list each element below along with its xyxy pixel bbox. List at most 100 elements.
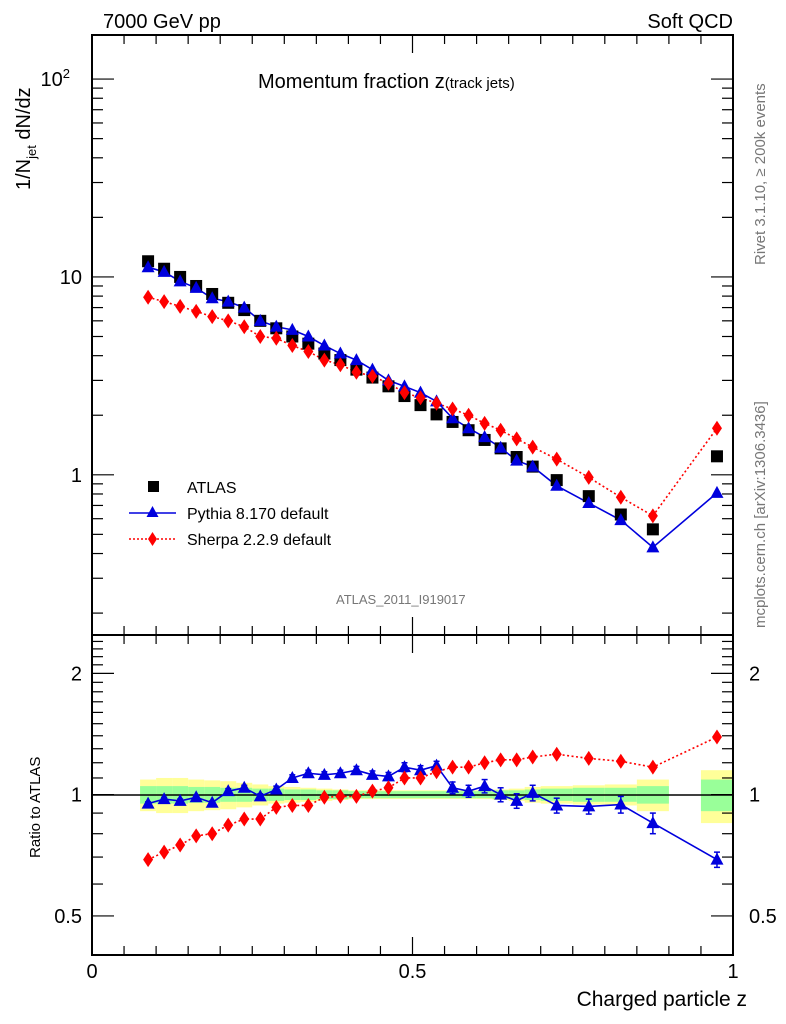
ratio-point-triangle [446, 780, 460, 793]
plot-title: Momentum fraction z(track jets) [258, 71, 515, 93]
ratio-y-tick-label: 0.5 [54, 906, 82, 928]
main-point-diamond [583, 469, 594, 485]
ratio-point-diamond [175, 837, 186, 853]
main-point-triangle [157, 264, 171, 277]
ratio-point-diamond [335, 788, 346, 804]
main-point-diamond [303, 343, 314, 359]
ratio-point-triangle [333, 766, 347, 779]
ratio-point-diamond [479, 755, 490, 771]
ratio-point-triangle [141, 796, 155, 809]
main-point-diamond [463, 407, 474, 423]
main-point-triangle [526, 459, 540, 472]
ratio-point-triangle [157, 792, 171, 805]
ratio-point-diamond [351, 788, 362, 804]
main-point-diamond [287, 338, 298, 354]
main-point-square [710, 450, 723, 463]
ratio-point-diamond [255, 811, 266, 827]
ratio-point-triangle [462, 784, 476, 797]
analysis-id-label: ATLAS_2011_I919017 [336, 592, 466, 607]
ratio-y-tick-label-right: 2 [749, 663, 760, 685]
ratio-y-tick-label: 2 [71, 663, 82, 685]
main-point-diamond [551, 451, 562, 467]
ratio-point-diamond [159, 844, 170, 860]
ratio-y-tick-label-right: 0.5 [749, 906, 777, 928]
rivet-version-label: Rivet 3.1.10, ≥ 200k events [752, 83, 769, 265]
main-point-triangle [173, 274, 187, 287]
main-point-diamond [615, 489, 626, 505]
ratio-point-diamond [415, 770, 426, 786]
main-point-diamond [447, 401, 458, 417]
ratio-point-diamond [191, 828, 202, 844]
main-y-axis-label: 1/Njet dN/dz [13, 87, 39, 190]
ratio-point-triangle [189, 790, 203, 803]
header-right-label: Soft QCD [647, 11, 733, 33]
main-point-triangle [221, 294, 235, 307]
ratio-point-diamond [583, 750, 594, 766]
ratio-point-triangle [285, 770, 299, 783]
square-marker-icon [148, 481, 159, 492]
main-y-tick-label: 102 [41, 66, 70, 91]
ratio-point-triangle [173, 793, 187, 806]
ratio-point-diamond [527, 749, 538, 765]
ratio-point-diamond [223, 817, 234, 833]
ratio-point-diamond [511, 752, 522, 768]
ratio-point-triangle [710, 852, 724, 865]
ratio-point-triangle [365, 767, 379, 780]
main-point-diamond [191, 303, 202, 319]
header-left-label: 7000 GeV pp [103, 11, 221, 33]
x-axis-label: Charged particle z [577, 988, 747, 1011]
main-point-diamond [431, 395, 442, 411]
main-point-triangle [646, 540, 660, 553]
main-point-triangle [365, 362, 379, 375]
main-point-diamond [207, 309, 218, 325]
main-point-diamond [351, 364, 362, 380]
main-point-diamond [479, 415, 490, 431]
main-point-triangle [205, 291, 219, 304]
x-tick-label: 0 [86, 961, 97, 983]
main-point-triangle [189, 280, 203, 293]
ratio-point-diamond [367, 783, 378, 799]
main-point-diamond [335, 357, 346, 373]
diamond-marker-icon [148, 532, 157, 546]
main-point-diamond [527, 439, 538, 455]
ratio-point-diamond [711, 729, 722, 745]
ratio-point-diamond [463, 759, 474, 775]
triangle-marker-icon [146, 506, 159, 517]
main-point-triangle [253, 313, 267, 326]
main-point-square [646, 523, 659, 536]
ratio-point-diamond [319, 789, 330, 805]
main-point-triangle [614, 513, 628, 526]
main-point-diamond [711, 420, 722, 436]
axis-ticks: 1 10 102 0 0.5 1 0.5 0.5 1 1 2 2 [41, 35, 777, 983]
main-point-diamond [175, 298, 186, 314]
ratio-point-triangle [614, 797, 628, 810]
main-point-triangle [582, 496, 596, 509]
main-point-triangle [446, 411, 460, 424]
main-point-triangle [333, 346, 347, 359]
main-point-triangle [285, 322, 299, 335]
ratio-series-group [141, 729, 724, 869]
ratio-point-triangle [221, 784, 235, 797]
main-point-square [430, 408, 443, 421]
ratio-point-diamond [287, 797, 298, 813]
main-point-triangle [494, 440, 508, 453]
main-point-diamond [399, 385, 410, 401]
main-series-line-2 [147, 296, 718, 517]
ratio-point-triangle [526, 785, 540, 798]
main-point-diamond [495, 422, 506, 438]
main-point-diamond [143, 289, 154, 305]
main-point-diamond [239, 319, 250, 335]
legend-item-atlas: ATLAS [148, 480, 237, 497]
main-point-triangle [462, 421, 476, 434]
main-point-diamond [159, 294, 170, 310]
ratio-point-triangle [253, 789, 267, 802]
ratio-point-triangle [510, 793, 524, 806]
ratio-point-diamond [383, 780, 394, 796]
legend-item-sherpa: Sherpa 2.2.9 default [129, 532, 332, 549]
ratio-point-triangle [349, 763, 363, 776]
main-point-triangle [269, 319, 283, 332]
ratio-point-diamond [495, 752, 506, 768]
ratio-point-diamond [303, 797, 314, 813]
ratio-point-diamond [271, 799, 282, 815]
